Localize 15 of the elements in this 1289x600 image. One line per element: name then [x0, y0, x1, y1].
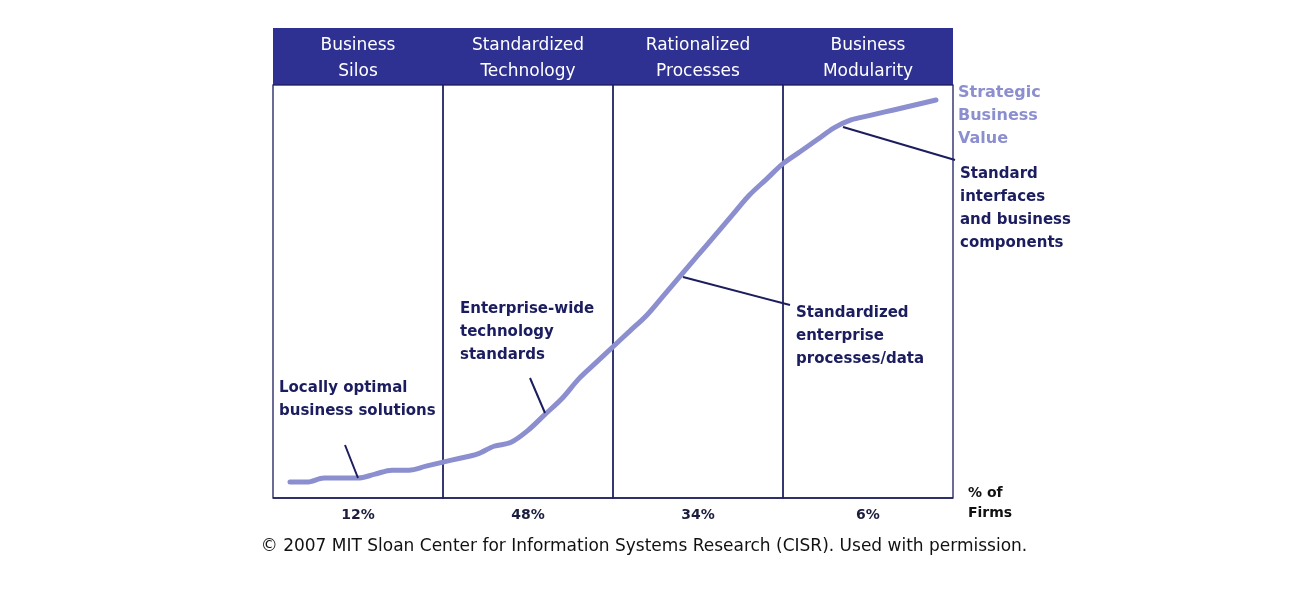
series-label: Strategic Business Value: [958, 82, 1041, 147]
text: Standard interfaces and business components: [960, 164, 1072, 251]
annotation: Standardized enterprise processes/data: [796, 303, 925, 367]
x-axis-title: % of Firms: [968, 484, 1013, 520]
x-tick-label: 6%: [856, 506, 880, 522]
stage-header: Business Modularity: [783, 28, 953, 85]
x-tick-label: 12%: [341, 506, 375, 522]
annotation: Locally optimal business solutions: [279, 378, 436, 419]
x-tick-label: 34%: [681, 506, 715, 522]
stage-header: Standardized Technology: [443, 28, 613, 85]
text: © 2007 MIT Sloan Center for Information Systems Research (CISR). Used with permission.: [260, 535, 1028, 555]
stage-header: Business Silos: [273, 28, 443, 85]
x-tick-label: 48%: [511, 506, 545, 522]
annotation: Enterprise-wide technology standards: [460, 299, 595, 363]
stage-header: Rationalized Processes: [613, 28, 783, 85]
